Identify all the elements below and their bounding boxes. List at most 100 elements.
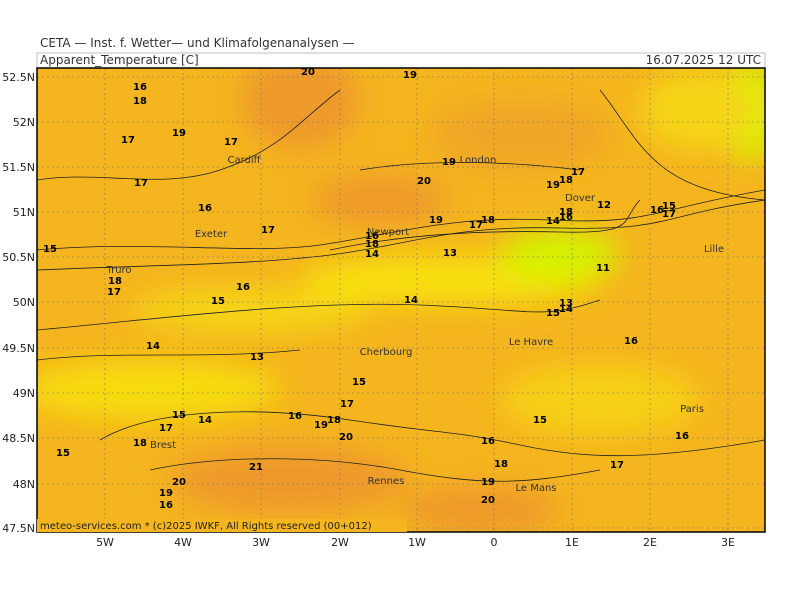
contour-label: 18 [133,96,147,107]
contour-label: 19 [403,70,417,81]
contour-label: 17 [610,460,624,471]
contour-label: 16 [288,411,302,422]
contour-label: 14 [404,295,418,306]
contour-label: 16 [650,205,664,216]
contour-label: 16 [198,203,212,214]
lon-label: 3E [721,536,735,549]
field-name: Apparent_Temperature [C] [40,53,199,67]
lon-label: 3W [252,536,270,549]
contour-label: 17 [340,399,354,410]
lat-label: 50.5N [2,251,35,264]
lat-label: 51.5N [2,161,35,174]
contour-label: 16 [675,431,689,442]
contour-label: 13 [559,298,573,309]
lon-label: 1W [408,536,426,549]
contour-label: 12 [597,200,611,211]
city-label: Newport [367,227,409,238]
contour-label: 17 [134,178,148,189]
contour-label: 15 [56,448,70,459]
contour-label: 13 [250,352,264,363]
contour-label: 19 [172,128,186,139]
contour-label: 19 [546,180,560,191]
city-label: Le Mans [515,483,556,494]
contour-label: 20 [301,67,315,78]
contour-label: 16 [624,336,638,347]
city-label: Rennes [368,476,405,487]
lat-label: 49.5N [2,342,35,355]
contour-label: 18 [133,438,147,449]
contour-label: 20 [172,477,186,488]
contour-label: 19 [314,420,328,431]
contour-label: 16 [365,231,379,242]
contour-label: 16 [481,436,495,447]
contour-label: 15 [533,415,547,426]
contour-label: 20 [481,495,495,506]
contour-label: 18 [108,276,122,287]
contour-label: 17 [224,137,238,148]
lon-label: 2E [643,536,657,549]
contour-label: 18 [559,207,573,218]
contour-label: 16 [133,82,147,93]
lat-label: 50N [13,296,35,309]
grid [37,68,765,532]
contour-label: 17 [107,287,121,298]
contour-label: 17 [159,423,173,434]
contour-label: 16 [236,282,250,293]
contour-label: 17 [469,220,483,231]
lat-label: 51N [13,206,35,219]
contour-label: 14 [546,216,560,227]
contour-label: 18 [559,175,573,186]
city-label: Brest [150,440,176,451]
contour-label: 14 [198,415,212,426]
contour-label: 15 [211,296,225,307]
lat-label: 48N [13,478,35,491]
footer-box [37,519,407,532]
city-label: Cardiff [227,155,261,166]
city-label: Le Havre [509,337,553,348]
contour-label: 20 [417,176,431,187]
contour-label: 21 [249,462,263,473]
lat-label: 47.5N [2,522,35,535]
contour-label: 17 [571,167,585,178]
contour-label: 19 [159,488,173,499]
lon-label: 4W [174,536,192,549]
contour-label: 20 [339,432,353,443]
lat-label: 52.5N [2,71,35,84]
contour-label: 19 [481,477,495,488]
contour-label: 17 [662,209,676,220]
contour-label: 15 [546,308,560,319]
lat-label: 49N [13,387,35,400]
lat-label: 52N [13,116,35,129]
city-label: Paris [680,404,704,415]
contour-label: 15 [172,410,186,421]
city-label: Lille [704,244,724,255]
lat-label: 48.5N [2,432,35,445]
contour-label: 19 [442,157,456,168]
lon-label: 0 [491,536,498,549]
contour-label: 19 [429,215,443,226]
lon-label: 2W [331,536,349,549]
lon-label: 1E [565,536,579,549]
footer-credit: meteo-services.com * (c)2025 IWKF, All R… [40,521,372,532]
city-label: Dover [565,193,596,204]
contour-label: 14 [146,341,160,352]
city-label: Cherbourg [360,347,413,358]
contour-label: 14 [559,304,573,315]
contour-label: 15 [662,201,676,212]
contour-label: 13 [443,248,457,259]
lon-label: 5W [96,536,114,549]
map-field: Cardiff Exeter Truro Newport London Dover Lill… [37,67,765,532]
city-label: London [460,155,497,166]
contour-label: 15 [43,244,57,255]
contour-label: 15 [352,377,366,388]
contour-label: 18 [327,415,341,426]
contour-label: 17 [121,135,135,146]
contour-label: 14 [365,249,379,260]
contour-label: 11 [596,263,610,274]
valid-time: 16.07.2025 12 UTC [646,53,761,67]
city-label: Exeter [195,229,228,240]
contour-label: 16 [559,212,573,223]
contour-label: 16 [159,500,173,511]
contour-label: 18 [365,239,379,250]
